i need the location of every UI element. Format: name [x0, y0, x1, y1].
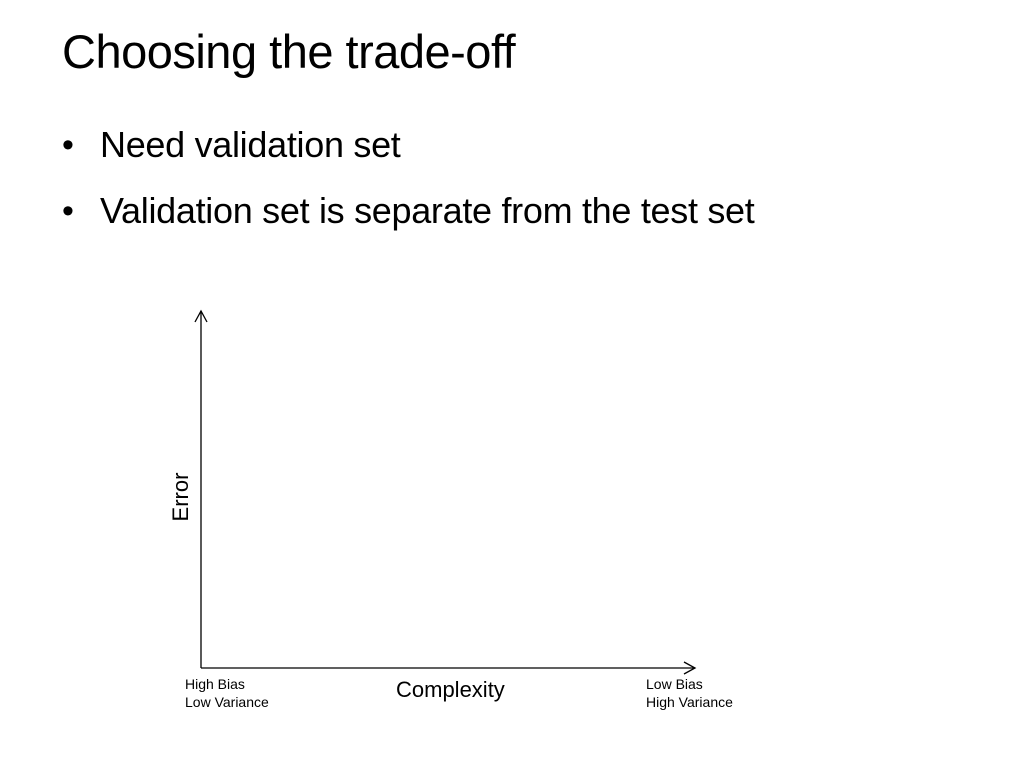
y-axis-arrow-icon: [194, 309, 208, 323]
right-end-line-1: Low Bias: [646, 676, 703, 692]
x-axis-arrow-icon: [683, 661, 697, 675]
bullet-item: • Need validation set: [62, 118, 754, 172]
y-axis-label: Error: [168, 472, 193, 522]
bullet-text: Validation set is separate from the test…: [100, 190, 755, 231]
x-axis-left-end-label: High Bias Low Variance: [185, 675, 269, 711]
bullet-dot-icon: •: [62, 126, 74, 164]
x-axis-label: Complexity: [396, 677, 505, 702]
slide-title: Choosing the trade-off: [62, 25, 516, 78]
right-end-line-2: High Variance: [646, 694, 733, 710]
bullet-text: Need validation set: [100, 124, 401, 165]
bullet-item: • Validation set is separate from the te…: [62, 184, 755, 238]
x-axis-right-end-label: Low Bias High Variance: [646, 675, 733, 711]
bullet-list: • Need validation set • Validation set i…: [62, 118, 755, 250]
left-end-line-2: Low Variance: [185, 694, 269, 710]
left-end-line-1: High Bias: [185, 676, 245, 692]
bullet-dot-icon: •: [62, 192, 74, 230]
